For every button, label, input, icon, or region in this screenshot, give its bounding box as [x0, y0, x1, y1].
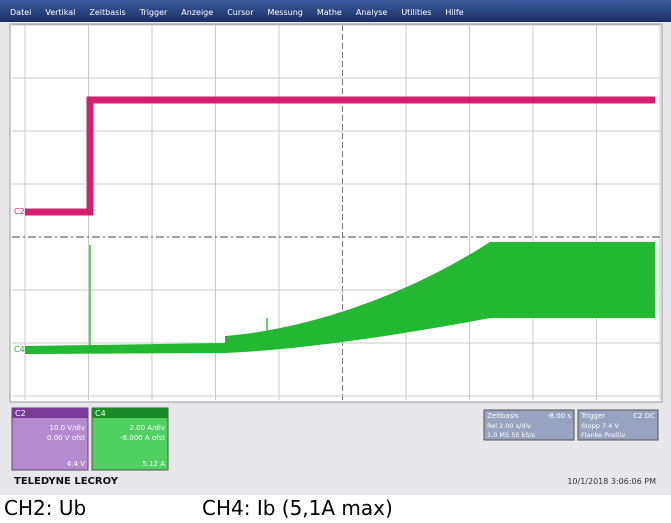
menu-item[interactable]: Analyse: [356, 8, 388, 17]
channel-header: [12, 408, 88, 418]
channel-scale: 2.00 A/div: [130, 424, 166, 432]
timestamp: 10/1/2018 3:06:06 PM: [567, 477, 656, 486]
info-title: Trigger: [580, 412, 605, 420]
menu-item[interactable]: Vertikal: [45, 8, 75, 17]
info-box: [483, 409, 575, 441]
menu-item[interactable]: Cursor: [227, 8, 254, 17]
ch2-trace: [25, 96, 655, 216]
channel-offset: -6.000 A ofst: [120, 434, 165, 442]
brand: TELEDYNE LECROY: [14, 476, 119, 487]
info-line: Stopp 7.4 V: [581, 422, 619, 430]
channel-box: [11, 407, 89, 471]
channel-name: C4: [95, 409, 106, 418]
info-line: Rel 2.00 s/div: [487, 422, 531, 430]
ch2-marker: C2: [14, 207, 25, 216]
info-title: Zeitbasis: [487, 412, 519, 420]
menu-item[interactable]: Trigger: [139, 8, 168, 17]
channel-reading: 5.12 A: [142, 460, 165, 468]
menu-item[interactable]: Utilities: [401, 8, 431, 17]
menu-item[interactable]: Anzeige: [181, 8, 213, 17]
info-line: 1.0 MS 50 kS/s: [487, 431, 536, 439]
menu-item[interactable]: Messung: [267, 8, 302, 17]
menu-item[interactable]: Hilfe: [445, 8, 463, 17]
info-box: [577, 409, 659, 441]
info-line: Flanke Positiv: [581, 431, 625, 439]
channel-scale: 10.0 V/div: [50, 424, 86, 432]
caption: CH4: Ib (5,1A max): [202, 496, 393, 520]
menu-item[interactable]: Mathe: [317, 8, 342, 17]
channel-offset: 0.00 V ofst: [47, 434, 85, 442]
scope-display: Datei Vertikal Zeitbasis Trigger Anzeige Curs…: [0, 0, 671, 495]
info-value: C2 DC: [633, 412, 655, 420]
caption: CH2: Ub: [4, 496, 87, 520]
menu-item[interactable]: Zeitbasis: [89, 8, 125, 17]
channel-name: C2: [15, 409, 26, 418]
ch4-trace: [25, 242, 655, 354]
info-value: -8.00 s: [547, 412, 571, 420]
channel-reading: 4.4 V: [67, 460, 85, 468]
channel-header: [92, 408, 168, 418]
menu-bar: [0, 0, 671, 22]
ch4-marker: C4: [14, 345, 25, 354]
menu-item[interactable]: Datei: [10, 8, 31, 17]
